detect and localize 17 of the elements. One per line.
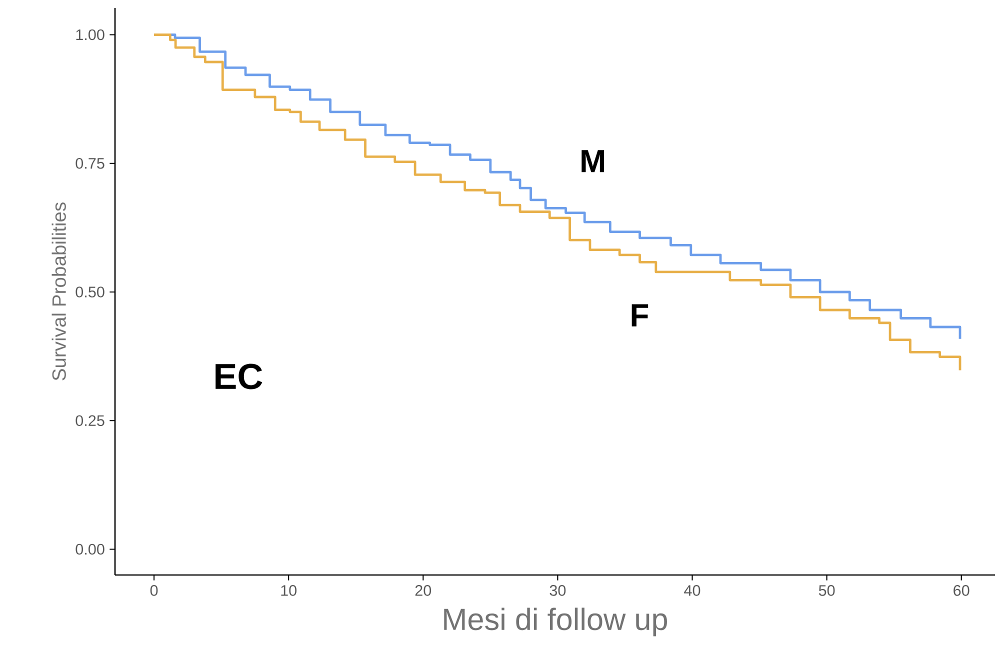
- annotation: M: [582, 150, 604, 172]
- y-tick-label: 0.00: [76, 544, 104, 555]
- y-tick-label: 0.50: [76, 286, 104, 298]
- x-tick-label: 50: [818, 585, 835, 596]
- x-tick-label: 0: [150, 585, 158, 596]
- annotation: EC: [216, 364, 262, 390]
- y-axis-title: Survival Probabilities: [52, 202, 66, 380]
- y-tick-label: 0.25: [76, 415, 104, 426]
- x-tick-label: 10: [281, 585, 297, 596]
- x-tick-label: 20: [415, 585, 432, 596]
- y-tick-label: 0.75: [76, 158, 104, 169]
- y-tick-label: 1.00: [76, 29, 104, 40]
- x-tick-label: 30: [550, 585, 566, 596]
- x-axis-title: Mesi di follow up: [444, 608, 667, 636]
- x-tick-label: 40: [684, 585, 700, 596]
- annotation: F: [632, 304, 648, 326]
- x-tick-label: 60: [954, 585, 970, 596]
